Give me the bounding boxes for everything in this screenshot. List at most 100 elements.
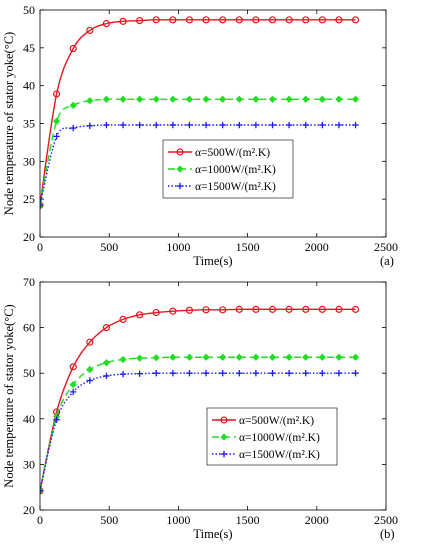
y-tick-label: 20 <box>23 503 35 517</box>
chart-panel-a: 0 500 1000 1500 2000 2500 20 25 30 35 40 45 50 Time(s… <box>2 3 398 268</box>
data-point <box>103 121 110 129</box>
data-point <box>185 16 194 24</box>
data-point <box>186 370 193 377</box>
data-point <box>202 353 210 361</box>
data-point <box>69 363 77 371</box>
data-point <box>86 338 94 346</box>
data-point <box>119 355 127 364</box>
x-tick-label: 500 <box>100 240 118 254</box>
data-point <box>269 370 276 377</box>
data-point <box>268 353 277 361</box>
data-point <box>351 16 360 24</box>
data-point <box>285 16 293 24</box>
legend-entry: α=500W/(m².K) <box>212 415 314 427</box>
x-tick-label: 500 <box>100 513 118 527</box>
data-point <box>202 121 210 129</box>
data-point <box>319 121 326 129</box>
y-tick-label: 40 <box>23 412 35 426</box>
x-axis-label: Time(s) <box>193 527 232 541</box>
data-point <box>152 308 160 317</box>
panel-label: (a) <box>380 254 394 268</box>
data-point <box>351 95 360 103</box>
data-point <box>169 353 177 361</box>
data-point <box>302 16 310 24</box>
data-point <box>235 305 243 313</box>
data-point <box>169 95 177 103</box>
x-tick-label: 1500 <box>236 513 260 527</box>
data-point <box>285 305 293 313</box>
series-3 <box>40 121 359 209</box>
data-point <box>136 370 143 377</box>
data-point <box>352 370 359 377</box>
legend-entry: α=500W/(m².K) <box>168 147 270 159</box>
data-point <box>202 16 210 24</box>
legend-entry: α=1500W/(m².K) <box>168 181 276 193</box>
data-point <box>86 377 94 384</box>
data-point <box>252 95 260 103</box>
data-point <box>318 305 326 313</box>
data-point <box>136 354 144 362</box>
data-point <box>335 121 343 129</box>
data-point <box>136 311 144 319</box>
data-point <box>176 148 184 156</box>
data-point <box>53 133 60 140</box>
legend-label: α=1500W/(m².K) <box>195 181 276 193</box>
data-point <box>269 121 276 129</box>
legend-label: α=1000W/(m².K) <box>239 432 320 444</box>
data-point <box>136 16 144 25</box>
x-tick-label: 2500 <box>374 513 398 527</box>
data-point <box>235 353 243 361</box>
data-point <box>252 121 260 129</box>
x-tick-label: 1000 <box>166 513 190 527</box>
data-point <box>69 44 77 53</box>
data-point <box>119 315 127 323</box>
data-point <box>302 353 310 361</box>
data-point <box>335 95 343 103</box>
data-point <box>302 121 309 129</box>
legend-label: α=1500W/(m².K) <box>239 449 320 461</box>
data-point <box>103 372 110 380</box>
data-point <box>186 121 193 129</box>
y-tick-label: 45 <box>23 41 35 55</box>
x-tick-label: 2000 <box>305 513 329 527</box>
data-point <box>268 305 277 313</box>
data-point <box>335 16 343 24</box>
data-point <box>102 324 111 332</box>
x-tick-label: 1000 <box>166 240 190 254</box>
data-point <box>69 380 77 389</box>
data-point <box>220 450 228 458</box>
data-point <box>70 124 77 132</box>
data-point <box>119 121 127 129</box>
data-point <box>285 370 293 377</box>
data-point <box>318 353 326 361</box>
data-point <box>153 370 160 377</box>
data-point <box>236 121 243 129</box>
data-point <box>152 354 160 362</box>
data-point <box>86 26 94 35</box>
data-point <box>102 359 111 367</box>
data-point <box>235 16 243 24</box>
data-point <box>119 370 127 378</box>
data-point <box>153 121 160 129</box>
x-tick-label: 2500 <box>374 240 398 254</box>
data-point <box>136 95 144 103</box>
data-point <box>220 416 228 424</box>
y-tick-label: 40 <box>23 79 35 93</box>
data-point <box>102 95 111 103</box>
axes-frame <box>39 281 387 511</box>
series-line <box>40 308 356 491</box>
data-point <box>302 305 310 313</box>
data-point <box>352 121 359 129</box>
data-point <box>268 95 277 103</box>
y-axis-label: Node temperature of stator yoke(°C) <box>2 304 16 487</box>
data-point <box>176 165 184 173</box>
legend: α=500W/(m².K) α=1000W/(m².K) α=1500W/(m².K… <box>206 407 338 466</box>
data-point <box>40 202 44 209</box>
series-2 <box>40 95 360 209</box>
data-point <box>185 353 194 361</box>
data-point <box>235 95 243 103</box>
series-3 <box>40 370 359 495</box>
data-point <box>119 95 127 103</box>
data-point <box>86 97 94 105</box>
